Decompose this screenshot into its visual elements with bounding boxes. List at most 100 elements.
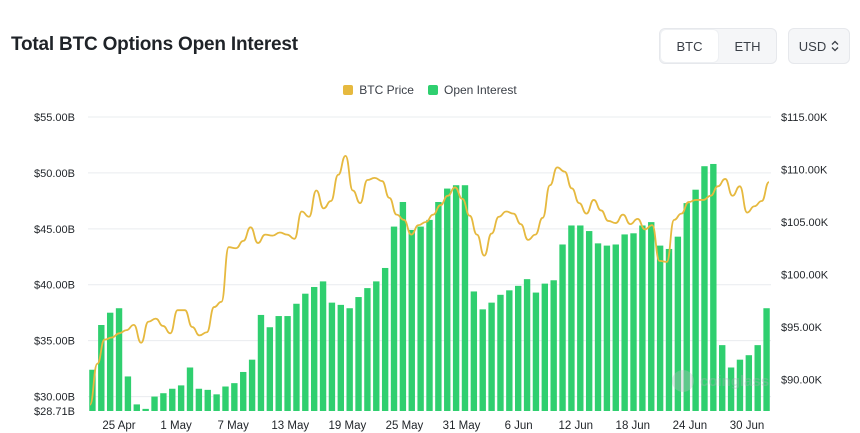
oi-bar[interactable] (763, 308, 770, 411)
oi-bar[interactable] (568, 225, 575, 411)
oi-bar[interactable] (674, 236, 682, 411)
oi-bar[interactable] (133, 404, 140, 411)
oi-bar[interactable] (665, 248, 673, 411)
oi-bar[interactable] (240, 371, 247, 411)
oi-bar[interactable] (399, 201, 407, 411)
legend-label-price: BTC Price (359, 83, 414, 97)
watermark: coinglass (672, 370, 769, 392)
oi-bar[interactable] (639, 225, 646, 411)
oi-bar[interactable] (754, 345, 761, 411)
oi-bar[interactable] (594, 243, 602, 411)
x-tick: 25 May (386, 420, 424, 432)
oi-bar[interactable] (346, 308, 353, 411)
legend-swatch-oi (427, 85, 438, 95)
oi-bar[interactable] (506, 290, 513, 411)
oi-bar[interactable] (319, 281, 327, 411)
y-left-tick: $45.00B (34, 224, 75, 236)
tab-btc[interactable]: BTC (661, 30, 718, 62)
currency-select[interactable]: USD (788, 28, 850, 64)
oi-bar[interactable] (115, 308, 123, 411)
legend-swatch-price (343, 85, 354, 95)
oi-bar[interactable] (266, 327, 274, 411)
x-tick: 12 Jun (558, 420, 593, 432)
oi-bar[interactable] (470, 291, 478, 411)
legend-item-price[interactable]: BTC Price (343, 83, 414, 97)
oi-bar[interactable] (213, 394, 220, 411)
tab-eth[interactable]: ETH (734, 38, 761, 54)
x-tick: 13 May (271, 420, 309, 432)
oi-bar[interactable] (435, 201, 442, 411)
oi-bar[interactable] (408, 229, 415, 411)
y-left-tick: $35.00B (34, 336, 75, 348)
oi-bar[interactable] (479, 309, 486, 411)
oi-bar[interactable] (488, 302, 495, 411)
oi-bar[interactable] (550, 280, 557, 411)
oi-bar[interactable] (648, 222, 655, 411)
right-axis-labels: $90.00K $95.00K $100.00K $105.00K $110.00K $1… (781, 112, 829, 387)
x-tick: 6 Jun (505, 420, 533, 432)
oi-bar[interactable] (142, 408, 149, 411)
oi-bar[interactable] (186, 367, 194, 411)
oi-bar[interactable] (373, 281, 380, 411)
oi-bar[interactable] (257, 314, 265, 411)
oi-bar[interactable] (337, 304, 344, 411)
oi-bar[interactable] (195, 388, 203, 411)
oi-bar[interactable] (151, 396, 158, 411)
y-left-tick: $50.00B (34, 168, 75, 180)
oi-bar[interactable] (585, 231, 593, 411)
oi-bar[interactable] (98, 325, 105, 411)
oi-bar[interactable] (532, 292, 540, 411)
legend-item-oi[interactable]: Open Interest (427, 83, 517, 97)
oi-bar[interactable] (390, 226, 398, 411)
oi-bar[interactable] (310, 286, 318, 411)
oi-bar[interactable] (222, 386, 229, 411)
oi-bar[interactable] (417, 226, 424, 411)
x-tick: 18 Jun (616, 420, 651, 432)
oi-bar[interactable] (461, 185, 469, 411)
oi-bar[interactable] (364, 288, 371, 411)
oi-bar[interactable] (523, 279, 531, 411)
legend-label-oi: Open Interest (443, 83, 517, 97)
oi-bar[interactable] (727, 367, 735, 411)
oi-bar[interactable] (284, 316, 291, 411)
left-axis-labels: $28.71B $30.00B $35.00B $40.00B $45.00B $50.0… (34, 112, 75, 418)
oi-bar[interactable] (621, 234, 628, 411)
oi-bar[interactable] (426, 219, 433, 411)
oi-bar[interactable] (630, 233, 637, 411)
oi-bar[interactable] (452, 185, 460, 411)
oi-bar[interactable] (444, 188, 451, 411)
oi-bar[interactable] (541, 283, 549, 411)
oi-bar[interactable] (160, 393, 167, 411)
oi-bar[interactable] (169, 388, 176, 411)
oi-bar[interactable] (692, 189, 699, 411)
oi-bar[interactable] (124, 376, 132, 411)
asset-toggle: BTC ETH (659, 28, 777, 64)
btc-price-line (89, 154, 770, 406)
oi-bar[interactable] (515, 285, 522, 411)
oi-bar[interactable] (204, 389, 211, 411)
oi-bar[interactable] (248, 359, 256, 411)
oi-bar[interactable] (577, 225, 584, 411)
oi-bar[interactable] (497, 294, 504, 411)
oi-bar[interactable] (683, 203, 690, 411)
oi-bar[interactable] (656, 245, 664, 411)
oi-bar[interactable] (293, 303, 300, 411)
oi-bar[interactable] (745, 355, 753, 411)
oi-bar[interactable] (177, 385, 185, 411)
oi-bar[interactable] (603, 245, 611, 411)
oi-bar[interactable] (719, 345, 726, 411)
oi-bar[interactable] (381, 267, 389, 411)
oi-bar[interactable] (736, 359, 744, 411)
oi-bar[interactable] (355, 297, 362, 411)
oi-bar[interactable] (275, 316, 282, 411)
oi-bar[interactable] (328, 302, 336, 411)
oi-bar[interactable] (559, 244, 566, 411)
oi-bar[interactable] (231, 383, 238, 411)
oi-bar[interactable] (612, 244, 619, 411)
oi-bar[interactable] (106, 312, 114, 411)
oi-bar[interactable] (302, 293, 309, 411)
oi-bar[interactable] (701, 166, 708, 411)
oi-bar[interactable] (710, 163, 717, 411)
y-left-tick: $40.00B (34, 280, 75, 292)
